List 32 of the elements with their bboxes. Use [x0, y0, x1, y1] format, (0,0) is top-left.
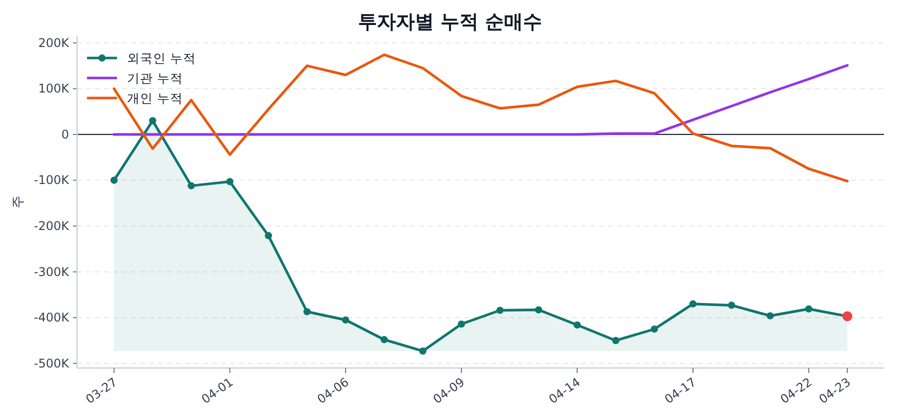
- point: [149, 117, 156, 124]
- point: [419, 347, 426, 355]
- point: [534, 306, 542, 314]
- point: [226, 178, 234, 186]
- y-tick-label: -100K: [34, 173, 70, 188]
- legend-label: 기관 누적: [127, 70, 183, 86]
- chart-title: 투자자별 누적 순매수: [358, 11, 542, 33]
- point: [188, 182, 195, 190]
- point: [574, 321, 581, 329]
- y-tick-label: 0: [61, 127, 69, 142]
- point: [766, 312, 774, 320]
- y-tick-label: -400K: [34, 310, 70, 325]
- point: [805, 305, 812, 313]
- y-tick-label: -300K: [34, 264, 70, 279]
- legend-label: 외국인 누적: [127, 50, 196, 66]
- y-tick-label: -500K: [34, 356, 70, 370]
- point: [728, 302, 736, 309]
- point: [264, 232, 272, 240]
- y-tick-label: 100K: [38, 82, 70, 96]
- legend-label: 개인 누적: [127, 90, 183, 106]
- point: [380, 336, 388, 344]
- point: [303, 308, 311, 316]
- point: [458, 320, 465, 328]
- point: [612, 336, 620, 344]
- y-tick-label: -200K: [34, 219, 70, 234]
- point: [110, 176, 118, 184]
- y-axis-title: 주: [11, 196, 26, 208]
- point: [689, 300, 697, 308]
- point: [496, 306, 504, 314]
- y-tick-label: 200K: [38, 36, 70, 50]
- point: [342, 316, 350, 324]
- point: [650, 325, 658, 333]
